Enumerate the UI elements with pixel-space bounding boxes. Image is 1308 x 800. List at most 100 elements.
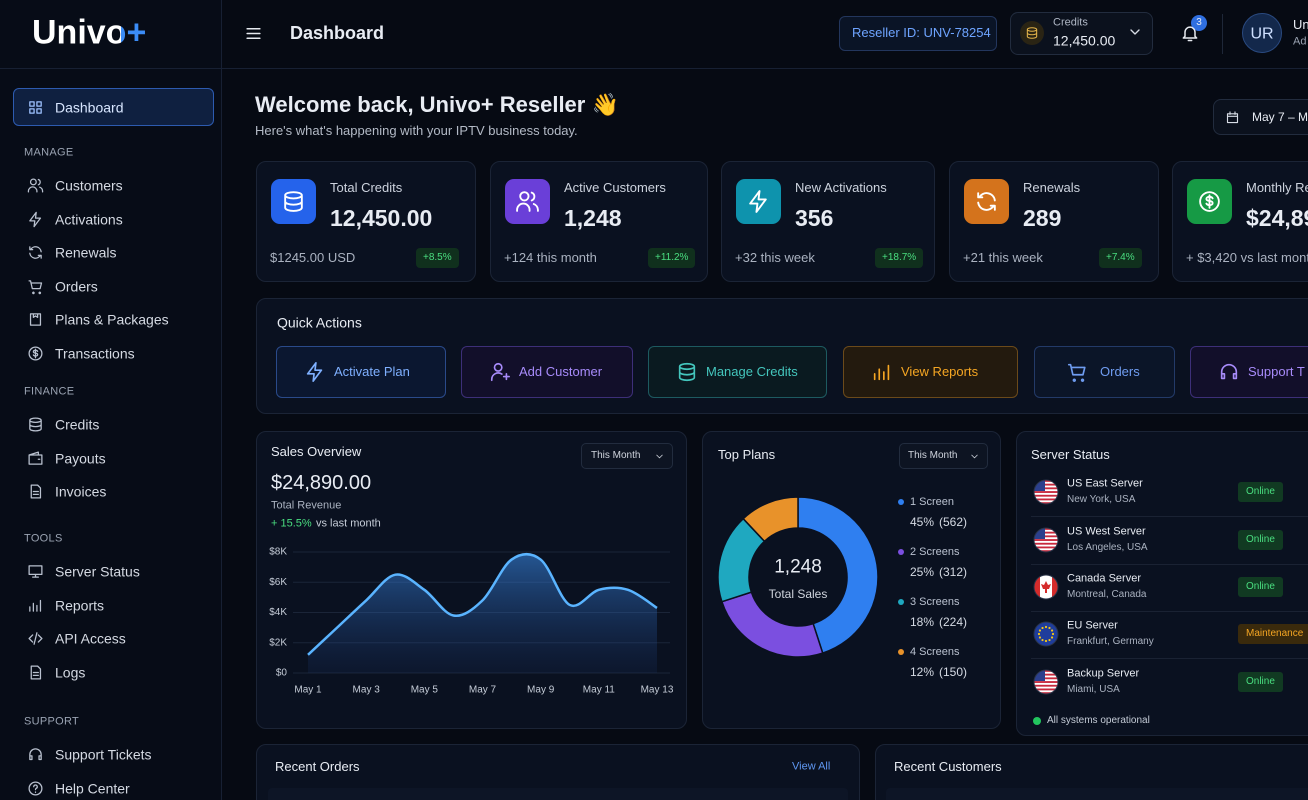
icon <box>28 345 43 361</box>
logo: Univo+ <box>32 13 147 52</box>
date-picker[interactable] <box>1213 99 1308 135</box>
coin-badge <box>1020 21 1044 45</box>
server-location: Frankfurt, Germany <box>1067 636 1154 647</box>
icon <box>29 599 42 612</box>
nav-label[interactable]: Payouts <box>55 450 106 467</box>
icon <box>29 417 42 432</box>
nav-label[interactable]: Logs <box>55 664 86 681</box>
stat-label: Monthly Rev <box>1246 180 1308 196</box>
nav-label[interactable]: Plans & Packages <box>55 311 169 328</box>
reseller-id: Reseller ID: UNV-78254 <box>852 25 991 41</box>
icon <box>977 192 996 211</box>
sidebar <box>0 0 222 800</box>
panel-title: Recent Orders <box>275 759 360 775</box>
panel-title: Top Plans <box>718 447 776 463</box>
quick-action-label[interactable]: Support T <box>1248 364 1305 380</box>
stat-value: 289 <box>1023 205 1062 232</box>
filter-select[interactable] <box>899 443 988 469</box>
nav-section-title: SUPPORT <box>24 715 80 728</box>
icon <box>30 484 42 499</box>
stat-icon <box>1187 179 1232 224</box>
stat-label: New Activations <box>795 180 887 196</box>
stat-icon <box>505 179 550 224</box>
nav-label[interactable]: Activations <box>55 211 123 228</box>
icon <box>1130 29 1140 35</box>
icon <box>490 362 510 382</box>
nav-item-active[interactable] <box>13 88 214 126</box>
nav-label[interactable]: Dashboard <box>55 99 124 116</box>
icon <box>28 450 43 465</box>
quick-action-label[interactable]: Manage Credits <box>706 364 798 380</box>
stat-value: 12,450.00 <box>330 205 433 232</box>
server-status-pill: Online <box>1238 672 1283 692</box>
stat-value: $24,89 <box>1246 205 1308 232</box>
icon <box>873 364 890 381</box>
top-plans-panel <box>702 431 1001 729</box>
quick-action-button[interactable] <box>843 346 1018 398</box>
logo-divider <box>0 68 222 69</box>
stat-value: 1,248 <box>564 205 622 232</box>
nav-label[interactable]: Orders <box>55 278 98 295</box>
header-divider <box>1222 14 1223 54</box>
icon <box>28 632 43 645</box>
nav-section-title: TOOLS <box>24 532 63 545</box>
sales-total: $24,890.00 <box>271 472 372 494</box>
server-location: New York, USA <box>1067 494 1136 505</box>
quick-action-button[interactable] <box>1034 346 1175 398</box>
icon <box>29 211 42 227</box>
stat-sub: +32 this week <box>735 250 815 266</box>
user-role: Ad <box>1293 35 1307 48</box>
sales-change-suffix: vs last month <box>316 517 381 530</box>
icon <box>246 27 261 40</box>
server-name: US East Server <box>1067 477 1143 490</box>
nav-label[interactable]: Customers <box>55 177 123 194</box>
quick-action-label[interactable]: View Reports <box>901 364 979 380</box>
quick-action-button[interactable] <box>648 346 827 398</box>
stat-change: +8.5% <box>416 248 459 268</box>
server-status-pill: Maintenance <box>1238 624 1308 644</box>
nav-label[interactable]: Transactions <box>55 345 135 362</box>
stat-change: +11.2% <box>648 248 696 268</box>
welcome-subtitle: Here's what's happening with your IPTV b… <box>255 123 578 139</box>
nav-label[interactable]: Support Tickets <box>55 746 152 763</box>
icon <box>1220 363 1238 380</box>
icon <box>284 191 303 212</box>
server-status-pill: Online <box>1238 530 1283 550</box>
view-all-link[interactable]: View All <box>792 760 831 773</box>
quick-action-button[interactable] <box>461 346 633 398</box>
row-divider <box>1031 611 1308 612</box>
status-dot <box>1033 717 1041 725</box>
page-title: Dashboard <box>290 23 385 44</box>
nav-label[interactable]: Invoices <box>55 483 107 500</box>
nav-label[interactable]: Credits <box>55 416 100 433</box>
quick-action-button[interactable] <box>1190 346 1308 398</box>
nav-section-title: FINANCE <box>24 385 75 398</box>
nav-label[interactable]: Reports <box>55 597 105 614</box>
notification-badge <box>1191 15 1207 31</box>
icon <box>28 565 43 578</box>
server-status-pill: Online <box>1238 577 1283 597</box>
credits-label: Credits <box>1053 16 1088 29</box>
stat-icon <box>736 179 781 224</box>
avatar[interactable] <box>1242 13 1282 53</box>
quick-action-label[interactable]: Add Customer <box>519 364 603 380</box>
nav-label[interactable]: Server Status <box>55 563 140 580</box>
icon <box>30 664 42 680</box>
reseller-badge <box>839 16 997 51</box>
quick-action-label[interactable]: Orders <box>1100 364 1140 380</box>
sales-total-label: Total Revenue <box>271 499 342 512</box>
quick-action-label[interactable]: Activate Plan <box>334 364 410 380</box>
icon <box>749 190 767 213</box>
quick-action-button[interactable] <box>276 346 446 398</box>
stat-sub: +124 this month <box>504 250 597 266</box>
panel-title: Server Status <box>1031 447 1110 463</box>
nav-label[interactable]: Renewals <box>55 244 117 261</box>
nav-label[interactable]: Help Center <box>55 780 130 797</box>
stat-sub: + $3,420 vs last mont <box>1186 250 1308 266</box>
server-name: EU Server <box>1067 619 1118 632</box>
nav-section-title: MANAGE <box>24 146 74 159</box>
nav-label[interactable]: API Access <box>55 630 126 647</box>
table-header <box>268 788 848 800</box>
row-divider <box>1031 658 1308 659</box>
server-name: US West Server <box>1067 525 1146 538</box>
